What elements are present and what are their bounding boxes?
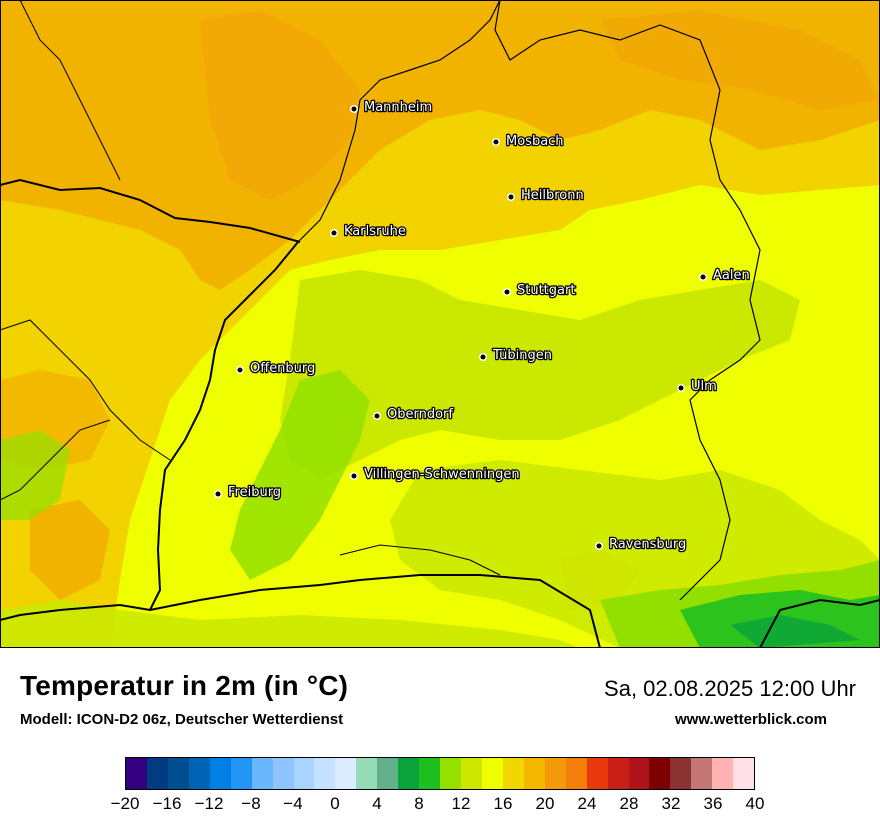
colorbar-segment	[377, 758, 399, 789]
colorbar-segment	[481, 758, 503, 789]
colorbar-tick-label: −20	[110, 794, 140, 813]
city-dot	[506, 192, 516, 202]
city-markers: Mannheim Mosbach Heilbronn Karlsruhe Aal…	[213, 99, 751, 553]
colorbar-segment	[230, 758, 252, 789]
map-title: Temperatur in 2m (in °C)	[20, 670, 349, 701]
colorbar-tick-label: 32	[661, 794, 681, 813]
colorbar-segment	[691, 758, 713, 789]
city-ravensburg: Ravensburg	[594, 536, 688, 553]
city-dot	[502, 287, 512, 297]
colorbar-segment	[523, 758, 545, 789]
colorbar-segment	[293, 758, 315, 789]
city-label: Villingen-Schwenningen	[364, 467, 520, 482]
colorbar-segment	[733, 758, 755, 789]
colorbar-segment	[419, 758, 441, 789]
city-label: Mannheim	[364, 100, 432, 115]
colorbar-segment	[188, 758, 210, 789]
colorbar-segment	[146, 758, 168, 789]
colorbar-tick-label: 4	[372, 794, 382, 813]
city-dot	[349, 104, 359, 114]
colorbar-tick-label: 24	[577, 794, 597, 813]
city-label: Stuttgart	[517, 283, 575, 298]
city-label: Ulm	[691, 379, 717, 394]
city-dot	[491, 137, 501, 147]
city-label: Oberndorf	[387, 407, 453, 422]
colorbar-tick-label: 8	[414, 794, 424, 813]
colorbar-tick-label: −12	[194, 794, 224, 813]
colorbar-segment	[398, 758, 420, 789]
city-offenburg: Offenburg	[235, 360, 317, 377]
city-mosbach: Mosbach	[491, 133, 565, 150]
city-dot	[676, 383, 686, 393]
colorbar-tick-label: −8	[241, 794, 261, 813]
colorbar-segment	[126, 758, 147, 789]
city-villingen-schwenningen: Villingen-Schwenningen	[349, 466, 521, 483]
temperature-map: Mannheim Mosbach Heilbronn Karlsruhe Aal…	[0, 0, 880, 648]
city-dot	[594, 541, 604, 551]
website-link[interactable]: www.wetterblick.com	[675, 711, 827, 728]
city-stuttgart: Stuttgart	[502, 282, 577, 299]
city-label: Heilbronn	[521, 188, 584, 203]
colorbar-segment	[209, 758, 231, 789]
colorbar-segment	[565, 758, 587, 789]
city-freiburg: Freiburg	[213, 484, 282, 501]
colorbar-tick-label: 40	[745, 794, 765, 813]
city-heilbronn: Heilbronn	[506, 187, 585, 204]
colorbar-segment	[356, 758, 378, 789]
colorbar-tick-label: 20	[535, 794, 555, 813]
colorbar-segment	[461, 758, 482, 789]
city-ulm: Ulm	[676, 378, 718, 395]
colorbar-segment	[502, 758, 524, 789]
city-karlsruhe: Karlsruhe	[329, 223, 407, 240]
colorbar-segment	[440, 758, 461, 789]
city-label: Offenburg	[250, 361, 315, 376]
city-oberndorf: Oberndorf	[372, 406, 455, 423]
city-tuebingen: Tübingen	[478, 347, 553, 364]
colorbar-segment	[167, 758, 189, 789]
city-mannheim: Mannheim	[349, 99, 433, 116]
city-dot	[478, 352, 488, 362]
colorbar-tick-label: 16	[493, 794, 513, 813]
colorbar-segment	[670, 758, 692, 789]
city-dot	[213, 489, 223, 499]
city-label: Mosbach	[506, 134, 564, 149]
map-canvas: Mannheim Mosbach Heilbronn Karlsruhe Aal…	[0, 0, 880, 648]
city-label: Tübingen	[492, 348, 552, 363]
map-subtitle: Modell: ICON-D2 06z, Deutscher Wetterdie…	[20, 711, 344, 728]
colorbar-segment	[251, 758, 273, 789]
colorbar-segment	[314, 758, 336, 789]
city-dot	[698, 272, 708, 282]
colorbar-tick-label: 12	[451, 794, 471, 813]
colorbar-tick-label: 28	[619, 794, 639, 813]
colorbar-tick-label: −4	[283, 794, 303, 813]
city-label: Ravensburg	[609, 537, 686, 552]
colorbar-segment	[335, 758, 357, 789]
map-borders	[0, 0, 880, 648]
colorbar-segment	[272, 758, 294, 789]
city-dot	[372, 411, 382, 421]
city-aalen: Aalen	[698, 267, 751, 284]
colorbar-segment	[586, 758, 608, 789]
colorbar-segment	[649, 758, 671, 789]
city-label: Aalen	[713, 268, 750, 283]
colorbar-segment	[607, 758, 629, 789]
forecast-datetime: Sa, 02.08.2025 12:00 Uhr	[604, 676, 856, 701]
colorbar-tick-label: 0	[330, 794, 340, 813]
city-dot	[235, 365, 245, 375]
city-dot	[329, 228, 339, 238]
colorbar-segment	[544, 758, 566, 789]
temperature-colorbar	[125, 757, 755, 790]
colorbar-segment	[712, 758, 734, 789]
city-dot	[349, 471, 359, 481]
colorbar-tick-label: 36	[703, 794, 723, 813]
city-label: Freiburg	[228, 485, 281, 500]
colorbar-tick-label: −16	[152, 794, 182, 813]
colorbar-ticks: −20 −16 −12 −8 −4 0 4 8 12 16 20 24 28 32 36 40	[0, 794, 880, 818]
colorbar-segment	[628, 758, 650, 789]
cool-zones	[0, 270, 880, 648]
city-label: Karlsruhe	[344, 224, 406, 239]
